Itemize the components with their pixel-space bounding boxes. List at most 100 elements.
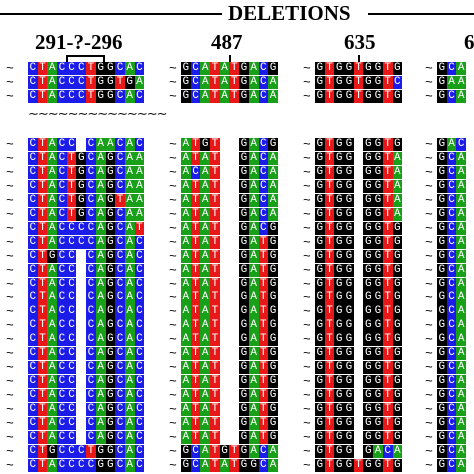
nucleotide-cell: A [124, 277, 135, 291]
tilde-marker: ~ [169, 262, 177, 278]
nucleotide-cell: C [446, 90, 457, 104]
nucleotide-cell: A [392, 151, 403, 166]
nucleotide-cell: A [248, 138, 259, 152]
nucleotide-cell: A [181, 347, 191, 361]
nucleotide-cell: G [344, 193, 354, 207]
nucleotide-cell: G [344, 62, 354, 76]
nucleotide-cell: G [334, 179, 345, 194]
nucleotide-cell: T [190, 263, 201, 277]
nucleotide-cell: T [382, 193, 393, 207]
nucleotide-cell: A [95, 165, 106, 180]
nucleotide-cell: G [392, 458, 403, 473]
nucleotide-cell: C [446, 179, 457, 194]
nucleotide-cell: G [105, 263, 116, 277]
nucleotide-cell: G [373, 221, 383, 235]
nucleotide-cell: G [437, 305, 447, 319]
nucleotide-cell: G [315, 151, 325, 166]
nucleotide-cell: G [105, 76, 116, 90]
nucleotide-cell: T [210, 458, 220, 473]
tilde-marker: ~ [6, 290, 14, 306]
nucleotide-cell: A [200, 207, 211, 221]
nucleotide-cell [229, 151, 240, 166]
nucleotide-cell: T [324, 458, 335, 473]
tilde-marker: ~ [425, 164, 433, 180]
nucleotide-cell [76, 375, 87, 389]
tilde-marker: ~ [6, 206, 14, 222]
nucleotide-cell: G [105, 249, 116, 263]
nucleotide-cell: A [248, 389, 259, 403]
tilde-marker: ~ [425, 248, 433, 264]
nucleotide-cell: A [200, 361, 211, 375]
nucleotide-cell: A [47, 193, 58, 207]
nucleotide-cell: T [66, 165, 77, 180]
nucleotide-cell: G [315, 444, 325, 459]
nucleotide-cell: G [437, 90, 447, 104]
nucleotide-cell: A [124, 179, 135, 194]
nucleotide-cell: G [437, 333, 447, 347]
nucleotide-cell: A [456, 76, 467, 90]
nucleotide-cell: C [57, 444, 67, 459]
nucleotide-cell: A [456, 430, 467, 445]
nucleotide-cell: A [47, 151, 58, 166]
nucleotide-cell: C [258, 165, 269, 180]
nucleotide-cell: G [363, 179, 374, 194]
nucleotide-cell: C [446, 333, 457, 347]
nucleotide-cell: T [190, 221, 201, 235]
nucleotide-cell [353, 403, 364, 417]
tilde-marker: ~ [425, 304, 433, 320]
tilde-marker: ~ [303, 234, 311, 250]
nucleotide-cell [219, 389, 230, 403]
nucleotide-cell: T [324, 403, 335, 417]
nucleotide-cell: A [181, 319, 191, 333]
nucleotide-cell: C [66, 347, 77, 361]
nucleotide-cell: A [181, 249, 191, 263]
nucleotide-cell: G [392, 90, 403, 104]
tilde-marker: ~ [6, 276, 14, 292]
nucleotide-cell: A [47, 179, 58, 194]
tilde-marker: ~ [6, 402, 14, 418]
nucleotide-cell: T [86, 444, 96, 459]
nucleotide-cell: C [66, 62, 77, 76]
nucleotide-cell: C [57, 151, 67, 166]
nucleotide-cell: C [76, 458, 87, 473]
nucleotide-cell: T [37, 207, 48, 221]
nucleotide-cell: C [446, 207, 457, 221]
tilde-marker: ~ [6, 61, 14, 76]
nucleotide-cell: A [124, 207, 135, 221]
nucleotide-cell: C [86, 375, 96, 389]
nucleotide-cell: A [124, 347, 135, 361]
nucleotide-cell: G [392, 417, 403, 431]
nucleotide-cell: C [446, 347, 457, 361]
nucleotide-cell: G [334, 403, 345, 417]
nucleotide-cell: C [134, 458, 145, 473]
nucleotide-cell: C [115, 179, 125, 194]
nucleotide-cell: T [210, 62, 220, 76]
nucleotide-cell: T [190, 179, 201, 194]
nucleotide-cell: C [76, 221, 87, 235]
nucleotide-cell: T [229, 458, 240, 473]
nucleotide-cell [353, 375, 364, 389]
nucleotide-cell [76, 417, 87, 431]
nucleotide-cell [229, 291, 240, 305]
nucleotide-cell: A [248, 375, 259, 389]
nucleotide-cell [219, 151, 230, 166]
nucleotide-cell: G [105, 207, 116, 221]
nucleotide-cell: G [373, 263, 383, 277]
nucleotide-cell: G [363, 347, 374, 361]
tilde-marker: ~ [425, 416, 433, 431]
nucleotide-cell: G [373, 375, 383, 389]
nucleotide-cell: A [181, 193, 191, 207]
nucleotide-cell: A [181, 430, 191, 445]
tilde-marker: ~ [6, 304, 14, 320]
nucleotide-cell: C [76, 235, 87, 249]
nucleotide-cell: C [28, 333, 38, 347]
